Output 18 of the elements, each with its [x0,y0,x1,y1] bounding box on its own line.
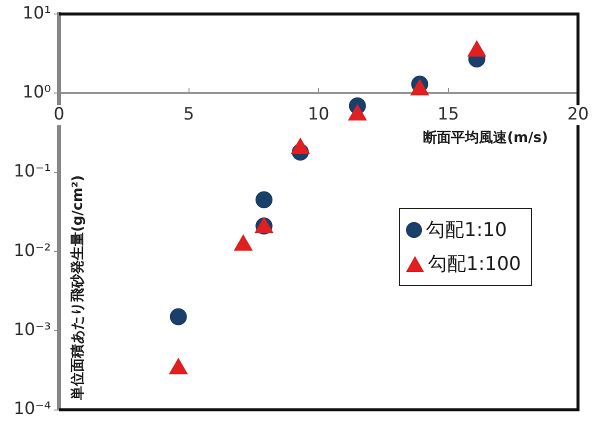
legend-label: 勾配1:100 [428,252,521,277]
y-tick-label: 10⁻³ [14,320,51,340]
y-tick-label: 10¹ [22,3,51,24]
y-axis-title: 単位面積あたり飛砂発生量(g/cm²) [69,174,87,400]
x-tick-label: 0 [54,104,64,125]
point [256,191,273,208]
x-tick-label: 20 [567,104,589,125]
x-tick-label: 15 [437,104,460,125]
y-tick-label: 10⁰ [22,82,52,103]
y-tick-label: 10⁻² [14,240,51,261]
point [169,358,188,374]
legend-label: 勾配1:10 [426,218,507,243]
y-tick-label: 10⁻¹ [14,162,51,182]
x-tick-label: 5 [183,104,194,125]
x-tick-label: 10 [308,104,330,125]
x-axis-title: 断面平均風速(m/s) [423,129,548,148]
y-tick-label: 10⁻⁴ [14,399,52,420]
point [234,234,252,251]
